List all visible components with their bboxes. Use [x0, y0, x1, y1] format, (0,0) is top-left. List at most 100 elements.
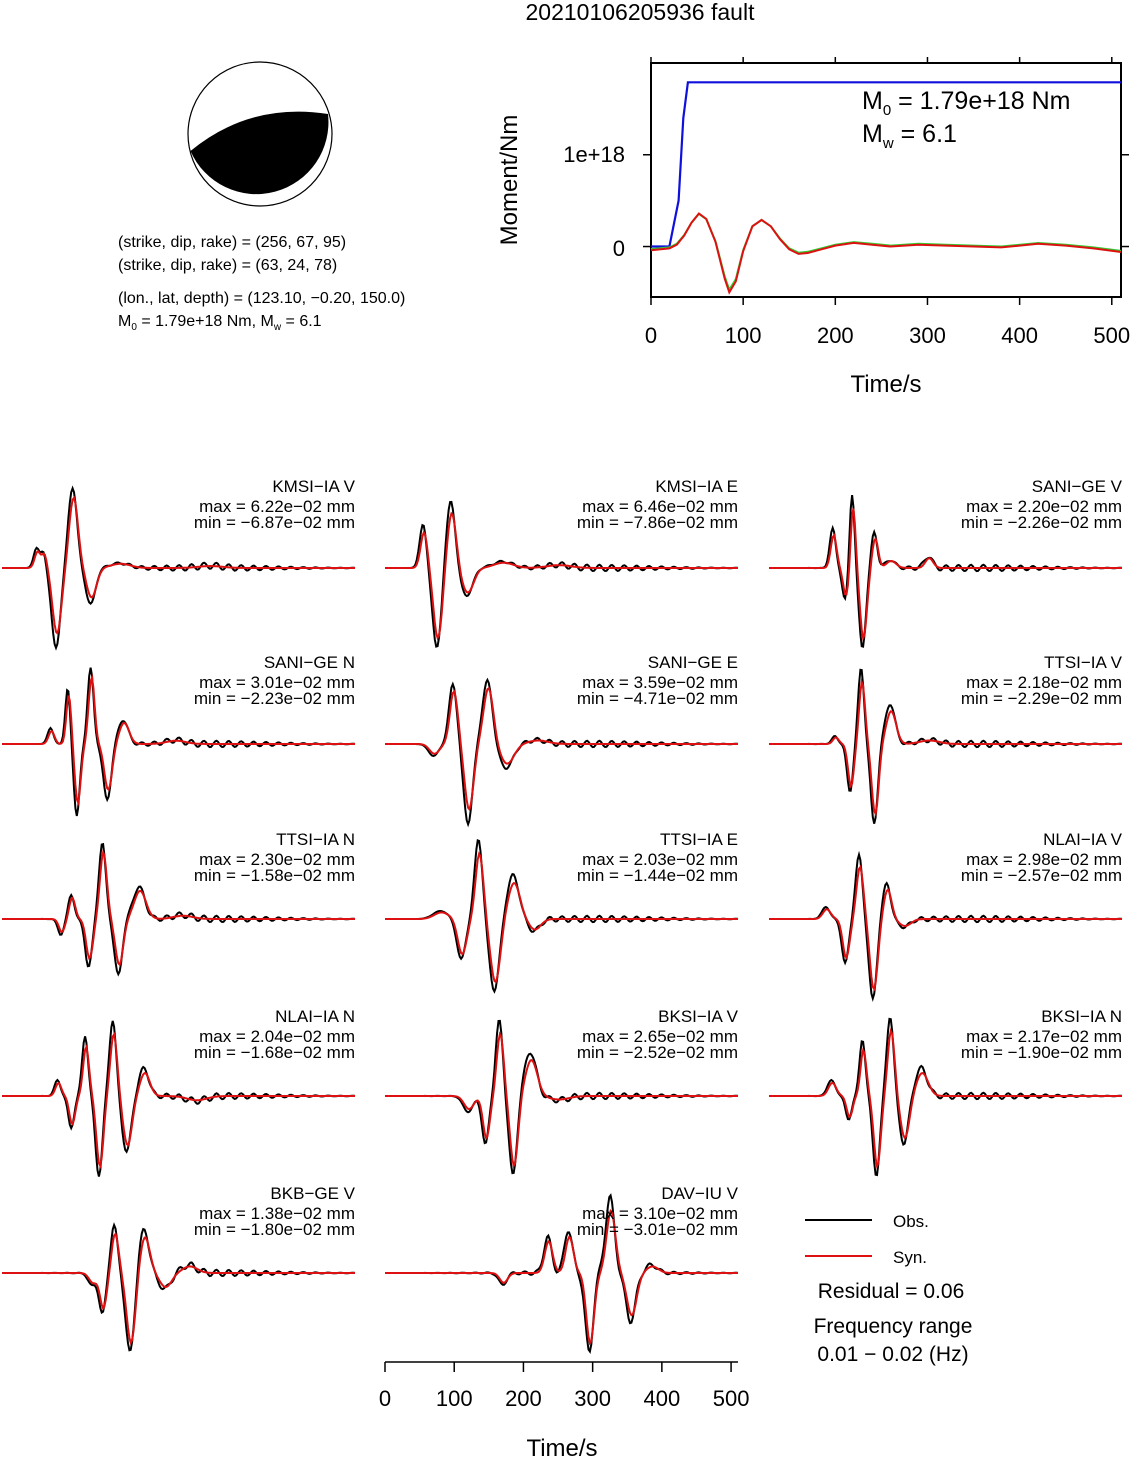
- synthetic-waveform: [769, 678, 1122, 817]
- figure-title: 20210106205936 fault: [526, 0, 756, 25]
- moment-time-plot: 1e+18 0 Moment/Nm Time/s 0 100 200 300 400 50…: [496, 57, 1130, 398]
- station-name: BKSI−IA N: [1041, 1007, 1122, 1026]
- waveform-time-axis: Time/s 0 100 200 300 400 500: [379, 1361, 750, 1458]
- observed-waveform: [2, 1222, 356, 1352]
- synthetic-waveform: [385, 1031, 738, 1169]
- moment-mw-annotation: Mw = 6.1: [862, 120, 957, 152]
- nodal-plane-1: (strike, dip, rake) = (256, 67, 95): [118, 234, 346, 251]
- station-max: max = 3.59e−02 mm: [582, 673, 738, 692]
- synthetic-waveform: [385, 1208, 738, 1346]
- moment-axis-ticks: [643, 57, 1129, 305]
- station-min: min = −1.90e−02 mm: [961, 1043, 1122, 1062]
- station-max: max = 6.22e−02 mm: [199, 497, 355, 516]
- focal-mechanism-beachball: [187, 61, 333, 207]
- waveform-x-tick-label: 300: [574, 1386, 611, 1411]
- synthetic-waveform: [2, 1031, 355, 1170]
- moment-y-tick-0: 0: [613, 236, 625, 261]
- station-max: max = 1.38e−02 mm: [199, 1204, 355, 1223]
- station-name: TTSI−IA N: [276, 830, 355, 849]
- waveform-x-tick-label: 100: [436, 1386, 473, 1411]
- station-max: max = 3.10e−02 mm: [582, 1204, 738, 1223]
- synthetic-waveform: [2, 1231, 355, 1346]
- station-min: min = −1.44e−02 mm: [577, 866, 738, 885]
- beachball-compressional-quadrant: [190, 111, 329, 195]
- moment-x-tick-label: 100: [725, 323, 762, 348]
- station-name: KMSI−IA E: [655, 477, 738, 496]
- station-max: max = 2.04e−02 mm: [199, 1027, 355, 1046]
- station-min: min = −1.80e−02 mm: [194, 1220, 355, 1239]
- station-max: max = 2.30e−02 mm: [199, 850, 355, 869]
- moment-m0-annotation: M0 = 1.79e+18 Nm: [862, 87, 1070, 119]
- waveform-x-tick-label: 400: [644, 1386, 681, 1411]
- waveform-x-tick-label: 500: [713, 1386, 750, 1411]
- synthetic-waveform: [769, 1027, 1122, 1170]
- synthetic-waveform: [2, 495, 355, 636]
- station-name: TTSI−IA V: [1044, 653, 1123, 672]
- station-name: SANI−GE V: [1032, 477, 1123, 496]
- station-name: KMSI−IA V: [272, 477, 355, 496]
- waveform-x-axis-label: Time/s: [526, 1435, 597, 1458]
- moment-x-tick-labels: 0 100 200 300 400 500: [645, 323, 1130, 348]
- moment-plot-frame: [650, 62, 1122, 298]
- synthetic-waveform: [385, 851, 738, 984]
- moment-function-line: [651, 81, 1121, 248]
- synthetic-waveform: [385, 511, 738, 641]
- station-min: min = −2.23e−02 mm: [194, 689, 355, 708]
- synthetic-waveform: [769, 508, 1122, 642]
- moment-x-tick-label: 500: [1093, 323, 1130, 348]
- station-max: max = 2.17e−02 mm: [966, 1027, 1122, 1046]
- waveform-x-tick-label: 200: [505, 1386, 542, 1411]
- moment-rate-line-green: [650, 212, 1122, 293]
- nodal-plane-2: (strike, dip, rake) = (63, 24, 78): [118, 257, 337, 274]
- station-max: max = 2.03e−02 mm: [582, 850, 738, 869]
- frequency-range-value: 0.01 − 0.02 (Hz): [817, 1343, 968, 1366]
- synthetic-waveform: [2, 673, 355, 807]
- station-max: max = 2.98e−02 mm: [966, 850, 1122, 869]
- synthetic-waveform: [769, 864, 1122, 992]
- synthetic-waveform: [2, 849, 355, 967]
- station-min: min = −2.26e−02 mm: [961, 513, 1122, 532]
- station-min: min = −3.01e−02 mm: [577, 1220, 738, 1239]
- hypocenter-location: (lon., lat, depth) = (123.10, −0.20, 150…: [118, 290, 405, 307]
- station-name: TTSI−IA E: [660, 830, 738, 849]
- station-max: max = 6.46e−02 mm: [582, 497, 738, 516]
- moment-x-tick-label: 0: [645, 323, 657, 348]
- moment-x-tick-label: 200: [817, 323, 854, 348]
- station-name: BKB−GE V: [270, 1184, 355, 1203]
- moment-x-tick-label: 400: [1001, 323, 1038, 348]
- station-max: max = 2.20e−02 mm: [966, 497, 1122, 516]
- moment-x-tick-label: 300: [909, 323, 946, 348]
- moment-rate-line-red: [650, 212, 1122, 295]
- station-min: min = −6.87e−02 mm: [194, 513, 355, 532]
- station-min: min = −2.52e−02 mm: [577, 1043, 738, 1062]
- station-name: NLAI−IA N: [275, 1007, 355, 1026]
- station-min: min = −1.58e−02 mm: [194, 866, 355, 885]
- station-min: min = −2.29e−02 mm: [961, 689, 1122, 708]
- moment-magnitude-line: M0 = 1.79e+18 Nm, Mw = 6.1: [118, 313, 322, 333]
- station-min: min = −1.68e−02 mm: [194, 1043, 355, 1062]
- waveform-x-tick-label: 0: [379, 1386, 391, 1411]
- station-max: max = 2.18e−02 mm: [966, 673, 1122, 692]
- moment-y-tick-1e18: 1e+18: [563, 142, 625, 167]
- station-name: SANI−GE E: [648, 653, 738, 672]
- station-min: min = −4.71e−02 mm: [577, 689, 738, 708]
- station-name: BKSI−IA V: [658, 1007, 739, 1026]
- station-min: min = −7.86e−02 mm: [577, 513, 738, 532]
- synthetic-waveform: [385, 686, 738, 812]
- station-min: min = −2.57e−02 mm: [961, 866, 1122, 885]
